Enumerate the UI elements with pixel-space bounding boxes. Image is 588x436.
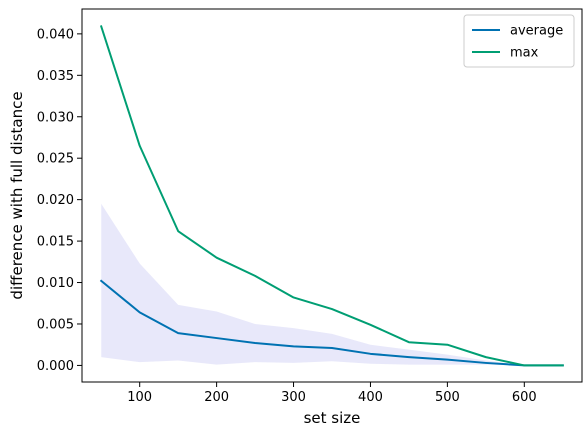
y-tick-label: 0.000	[37, 359, 74, 374]
x-axis-title: set size	[304, 409, 361, 427]
lines-layer	[99, 25, 564, 367]
legend-label-average: average	[510, 24, 563, 39]
average-range-band	[101, 203, 563, 366]
y-tick-label: 0.030	[37, 110, 74, 125]
y-tick-label: 0.035	[37, 69, 74, 84]
x-tick-label: 200	[204, 390, 229, 405]
y-tick-label: 0.040	[37, 27, 74, 42]
plot-frame	[81, 8, 583, 383]
x-tick-label: 100	[127, 390, 152, 405]
legend: average max	[463, 14, 575, 68]
x-tick-label: 300	[281, 390, 306, 405]
y-axis-title: difference with full distance	[8, 91, 26, 299]
y-tick-label: 0.020	[37, 193, 74, 208]
series-line-average	[99, 279, 564, 367]
axes-layer	[81, 8, 583, 383]
y-tick-label: 0.025	[37, 152, 74, 167]
y-tick-label: 0.015	[37, 235, 74, 250]
x-tick-label: 500	[435, 390, 460, 405]
legend-label-max: max	[510, 46, 539, 61]
x-tick-label: 400	[358, 390, 383, 405]
legend-box	[463, 14, 575, 68]
ticks-layer: 100 200 300 400 500 600 0.000 0.005 0.010 0.015 0.…	[37, 27, 537, 405]
y-tick-label: 0.010	[37, 276, 74, 291]
x-tick-label: 600	[512, 390, 537, 405]
series-line-max	[99, 25, 564, 367]
y-tick-label: 0.005	[37, 317, 74, 332]
band-layer	[101, 203, 563, 366]
